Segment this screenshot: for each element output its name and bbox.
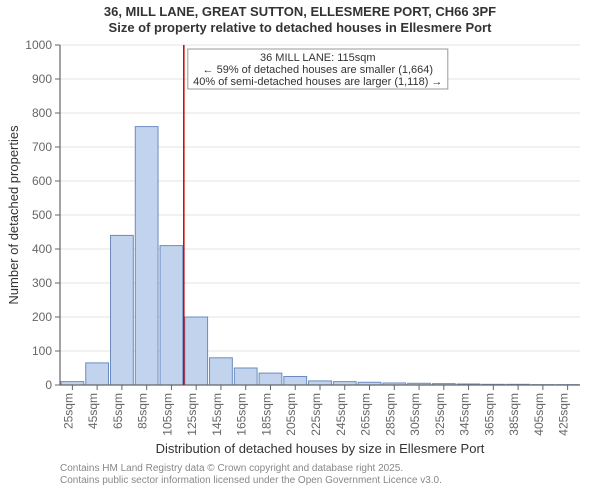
bar (309, 381, 332, 385)
xtick-label: 265sqm (359, 393, 373, 436)
ytick-label: 800 (32, 106, 52, 120)
ytick-label: 300 (32, 276, 52, 290)
bar (234, 368, 257, 385)
xtick-label: 185sqm (259, 393, 273, 436)
bar (210, 358, 233, 385)
annotation-line-1: 36 MILL LANE: 115sqm (260, 52, 376, 64)
ytick-label: 500 (32, 208, 52, 222)
bar (185, 317, 208, 385)
xtick-label: 65sqm (111, 393, 125, 429)
y-axis-label: Number of detached properties (6, 125, 21, 305)
ytick-label: 100 (32, 344, 52, 358)
x-axis-label: Distribution of detached houses by size … (156, 441, 485, 456)
chart-svg: 36, MILL LANE, GREAT SUTTON, ELLESMERE P… (0, 0, 600, 500)
ytick-label: 200 (32, 310, 52, 324)
xtick-label: 165sqm (235, 393, 249, 436)
ytick-label: 0 (45, 378, 52, 392)
ytick-label: 1000 (25, 38, 52, 52)
title-line-1: 36, MILL LANE, GREAT SUTTON, ELLESMERE P… (104, 4, 496, 19)
xtick-label: 245sqm (334, 393, 348, 436)
ytick-label: 700 (32, 140, 52, 154)
bar (284, 377, 307, 386)
ytick-label: 900 (32, 72, 52, 86)
annotation-line-3: 40% of semi-detached houses are larger (… (193, 76, 442, 88)
xtick-label: 405sqm (532, 393, 546, 436)
xtick-label: 125sqm (185, 393, 199, 436)
xtick-label: 305sqm (408, 393, 422, 436)
bar (160, 246, 183, 385)
bar (111, 235, 134, 385)
xtick-label: 365sqm (482, 393, 496, 436)
bar (259, 373, 282, 385)
footnote-2: Contains public sector information licen… (60, 475, 442, 486)
xtick-label: 425sqm (557, 393, 571, 436)
xtick-label: 85sqm (136, 393, 150, 429)
bar (135, 127, 158, 385)
xtick-label: 385sqm (507, 393, 521, 436)
annotation-line-2: ← 59% of detached houses are smaller (1,… (203, 64, 434, 76)
ytick-label: 600 (32, 174, 52, 188)
ytick-label: 400 (32, 242, 52, 256)
xtick-label: 345sqm (458, 393, 472, 436)
xtick-label: 325sqm (433, 393, 447, 436)
xtick-label: 105sqm (160, 393, 174, 436)
xtick-label: 205sqm (284, 393, 298, 436)
xtick-label: 145sqm (210, 393, 224, 436)
footnote-1: Contains HM Land Registry data © Crown c… (60, 463, 403, 474)
bar (86, 363, 109, 385)
xtick-label: 45sqm (86, 393, 100, 429)
xtick-label: 225sqm (309, 393, 323, 436)
xtick-label: 285sqm (383, 393, 397, 436)
chart-container: 36, MILL LANE, GREAT SUTTON, ELLESMERE P… (0, 0, 600, 500)
xtick-label: 25sqm (61, 393, 75, 429)
title-line-2: Size of property relative to detached ho… (109, 20, 493, 35)
